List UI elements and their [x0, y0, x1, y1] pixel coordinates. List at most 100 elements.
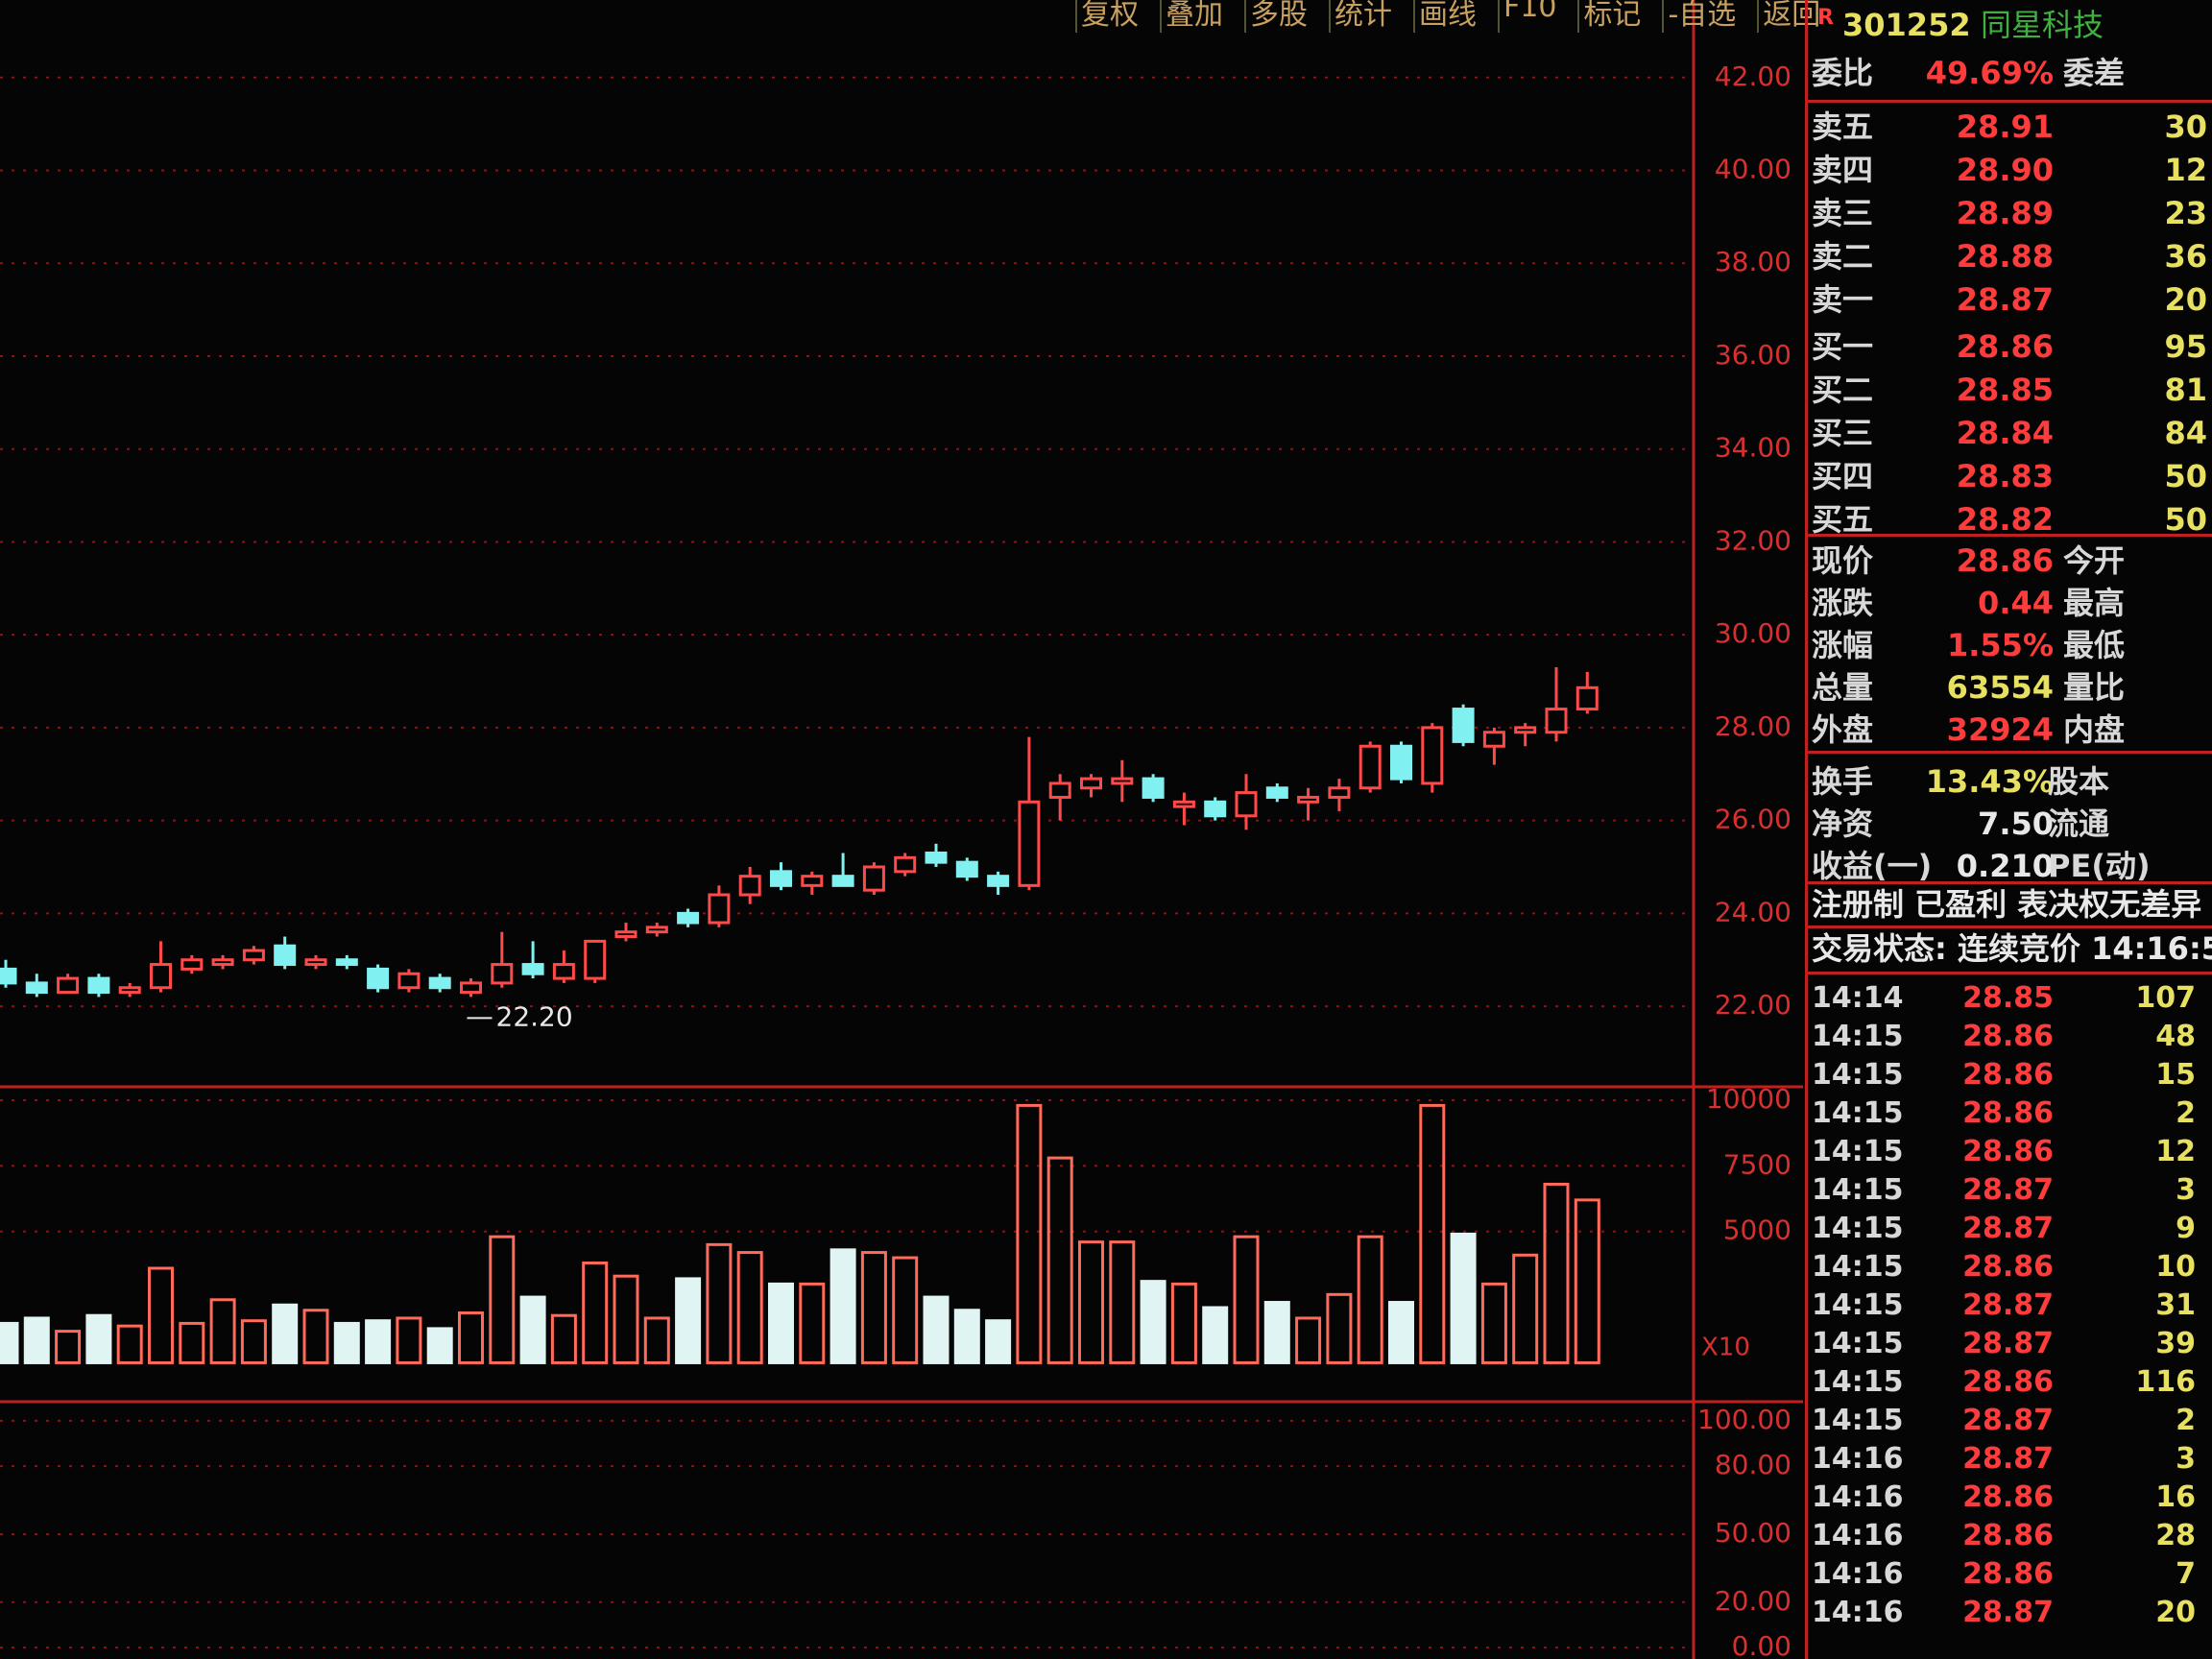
- y-tick-label: 7500: [1723, 1148, 1791, 1180]
- candle-body: [1172, 800, 1195, 808]
- lab2: 内盘: [2063, 711, 2126, 748]
- vol: 12: [2164, 152, 2207, 188]
- vol: 2: [2176, 1096, 2196, 1130]
- price: 28.86: [1962, 1135, 2054, 1168]
- row: 卖一 28.87 20: [1808, 278, 2212, 321]
- candle-body: [677, 911, 700, 925]
- candle-body: [1390, 744, 1412, 781]
- vol: 84: [2164, 415, 2207, 451]
- toolbar-button[interactable]: -自选: [1662, 0, 1740, 33]
- price: 28.88: [1956, 238, 2054, 275]
- y-tick-label: 38.00: [1715, 246, 1791, 277]
- vol: 23: [2164, 195, 2207, 231]
- volume-bar: [923, 1295, 950, 1364]
- volume-bar: [1480, 1282, 1507, 1364]
- lab: 14:16: [1812, 1519, 1904, 1552]
- row: 14:16 28.86 16: [1808, 1477, 2212, 1519]
- y-tick-label: 36.00: [1715, 339, 1791, 371]
- price: 28.86: [1962, 1020, 2054, 1053]
- row: 14:15 28.86 15: [1808, 1054, 2212, 1096]
- candle-body: [831, 875, 854, 887]
- row: 14:15 28.87 2: [1808, 1400, 2212, 1442]
- vol: 116: [2135, 1365, 2196, 1399]
- toolbar-button[interactable]: 标记: [1577, 0, 1645, 33]
- y-tick-label: 20.00: [1715, 1585, 1791, 1617]
- vol: 50: [2164, 458, 2207, 494]
- toolbar-button[interactable]: 统计: [1329, 0, 1396, 33]
- stock-flag: R: [1817, 6, 1834, 30]
- toolbar-button[interactable]: 复权: [1075, 0, 1142, 33]
- volume-bar: [1046, 1156, 1073, 1364]
- candle-body: [584, 939, 607, 980]
- candle-body: [150, 963, 172, 990]
- lab: 14:15: [1812, 1250, 1904, 1284]
- row: 14:15 28.86 2: [1808, 1093, 2212, 1135]
- y-tick-label: 10000: [1706, 1083, 1791, 1115]
- vol: 2: [2176, 1404, 2196, 1437]
- lab2: 最高: [2063, 585, 2126, 621]
- candle-body: [1328, 786, 1351, 799]
- price: 28.85: [1962, 981, 2054, 1015]
- lab2: 今开: [2063, 542, 2126, 579]
- lab: 14:16: [1812, 1557, 1904, 1591]
- price: 0.210: [1956, 848, 2054, 884]
- lab: 注册制 已盈利 表决权无差异: [1812, 886, 2202, 923]
- price: 28.89: [1956, 195, 2054, 231]
- toolbar-button[interactable]: 叠加: [1160, 0, 1227, 33]
- price: 28.83: [1956, 458, 2054, 494]
- candle-body: [1265, 786, 1288, 799]
- volume-bar: [1233, 1235, 1260, 1364]
- candle-body: [25, 981, 48, 995]
- row: 买二 28.85 81: [1808, 369, 2212, 411]
- row: 换手 13.43% 股本: [1808, 760, 2212, 803]
- price: 28.86: [1962, 1058, 2054, 1092]
- vol: 15: [2155, 1058, 2196, 1092]
- lab: 14:15: [1812, 1212, 1904, 1245]
- y-tick-label: 50.00: [1715, 1517, 1791, 1549]
- row: 买五 28.82 50: [1808, 498, 2212, 541]
- volume-bar: [1388, 1301, 1414, 1364]
- volume-bar: [643, 1316, 670, 1364]
- lab: 买三: [1812, 415, 1874, 451]
- toolbar-button[interactable]: F10: [1498, 0, 1560, 33]
- volume-bar: [1016, 1103, 1043, 1364]
- volume-bar: [365, 1319, 392, 1364]
- separator: [1808, 972, 2212, 974]
- separator: [1808, 534, 2212, 537]
- lab: 总量: [1812, 669, 1874, 706]
- lab: 卖一: [1812, 281, 1874, 318]
- chart-area: 22.00 24.00 26.00 28.00 30.00 32.00 34.00 36.00…: [0, 0, 1803, 1659]
- candle-body: [0, 967, 17, 985]
- lab: 14:16: [1812, 1596, 1904, 1629]
- lab: 14:15: [1812, 1020, 1904, 1053]
- price: 28.86: [1962, 1250, 2054, 1284]
- candle-body: [211, 958, 234, 967]
- lab: 买二: [1812, 372, 1874, 408]
- candle-body: [862, 865, 885, 892]
- volume-bar: [736, 1251, 763, 1364]
- y-tick-label: 32.00: [1715, 524, 1791, 556]
- candle-body: [397, 972, 421, 990]
- row: 交易状态: 连续竞价 14:16:5: [1808, 927, 2212, 970]
- row: 涨跌 0.44 最高: [1808, 582, 2212, 624]
- toolbar-button[interactable]: 返回: [1757, 0, 1824, 33]
- vol: 48: [2155, 1020, 2196, 1053]
- volume-bar: [1574, 1198, 1600, 1364]
- vol: 20: [2164, 281, 2207, 318]
- row: 现价 28.86 今开: [1808, 540, 2212, 582]
- value: 49.69%: [1925, 55, 2054, 91]
- toolbar-button[interactable]: 多股: [1244, 0, 1311, 33]
- stock-name: 同星科技: [1981, 7, 2104, 43]
- price: 28.86: [1962, 1480, 2054, 1514]
- vol: 10: [2155, 1250, 2196, 1284]
- price: 13.43%: [1925, 763, 2054, 800]
- vol: 50: [2164, 501, 2207, 538]
- toolbar-button[interactable]: 画线: [1413, 0, 1480, 33]
- volume-bar: [768, 1282, 794, 1364]
- volume-bar: [675, 1277, 702, 1364]
- low-label: 22.20: [496, 1000, 573, 1032]
- candle-body: [1142, 777, 1165, 799]
- volume-bar: [1078, 1240, 1104, 1364]
